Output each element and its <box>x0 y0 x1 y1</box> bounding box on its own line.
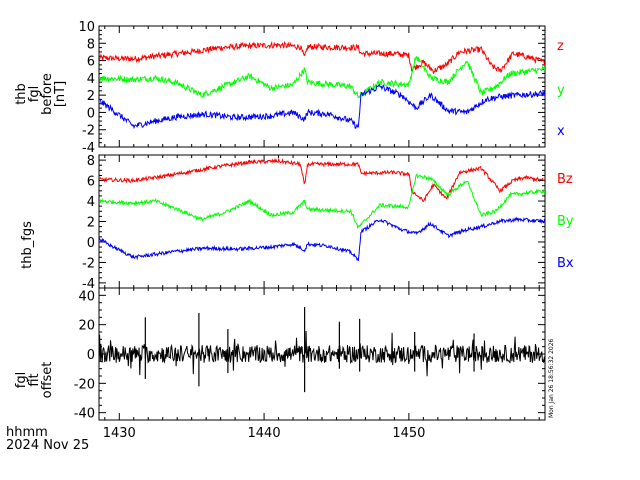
y-axis-label-line: offset <box>40 362 55 399</box>
y-tick-label: 6 <box>87 55 95 70</box>
y-axis-label-line: fgl <box>14 372 29 388</box>
y-tick-label: 8 <box>87 37 95 52</box>
y-axis-label-line: fgl <box>27 86 42 102</box>
series-line-y <box>99 56 545 99</box>
y-tick-label: 4 <box>87 72 95 87</box>
x-tick-label: 1440 <box>248 426 281 441</box>
legend-label-x: x <box>557 124 565 139</box>
series-line-x <box>99 83 545 130</box>
y-tick-label: -4 <box>82 141 95 156</box>
series-line-by <box>99 173 545 230</box>
y-tick-label: 4 <box>87 195 95 210</box>
series-line-bz <box>99 157 545 203</box>
series-line-bx <box>99 216 545 262</box>
x-axis: 1430 1440 1450 <box>103 426 426 441</box>
y-tick-label: 2 <box>87 216 95 231</box>
y-axis-label-line: [nT] <box>53 81 68 107</box>
legend-label-y: y <box>557 83 565 98</box>
series-line-z <box>99 40 545 74</box>
y-tick-label: -2 <box>82 256 95 271</box>
y-tick-label: 10 <box>78 20 95 35</box>
y-tick-label: -20 <box>74 377 95 392</box>
y-axis-label-line: thb <box>14 83 29 105</box>
legend-label-bz: Bz <box>557 172 573 187</box>
y-tick-label: 2 <box>87 89 95 104</box>
y-tick-label: -40 <box>74 407 95 422</box>
legend-label-z: z <box>557 39 564 54</box>
y-tick-label: 8 <box>87 154 95 169</box>
y-tick-label: -2 <box>82 124 95 139</box>
x-axis-label-time-format: hhmm <box>6 425 48 440</box>
y-axis-label-line: fit <box>27 373 42 386</box>
legend-label-by: By <box>557 214 574 229</box>
y-tick-label: 20 <box>78 319 95 334</box>
panel-thb-fgs: -4 -2 0 2 4 6 8 thb_fgs Bz By Bx <box>20 154 574 292</box>
y-tick-label: 40 <box>78 289 95 304</box>
x-axis-label-date: 2024 Nov 25 <box>6 438 89 453</box>
y-axis-label-line: before <box>40 73 55 115</box>
series-line <box>99 330 545 377</box>
y-tick-label: 6 <box>87 175 95 190</box>
y-tick-label: 0 <box>87 348 95 363</box>
y-tick-label: -4 <box>82 277 95 292</box>
legend-label-bx: Bx <box>557 256 574 271</box>
y-axis-label-line: thb_fgs <box>20 221 35 269</box>
timestamp-stamp: Mon Jan 26 18:56:32 2026 <box>548 338 555 418</box>
x-tick-label: 1450 <box>392 426 425 441</box>
y-tick-label: 0 <box>87 106 95 121</box>
x-tick-label: 1430 <box>103 426 136 441</box>
y-tick-label: 0 <box>87 236 95 251</box>
